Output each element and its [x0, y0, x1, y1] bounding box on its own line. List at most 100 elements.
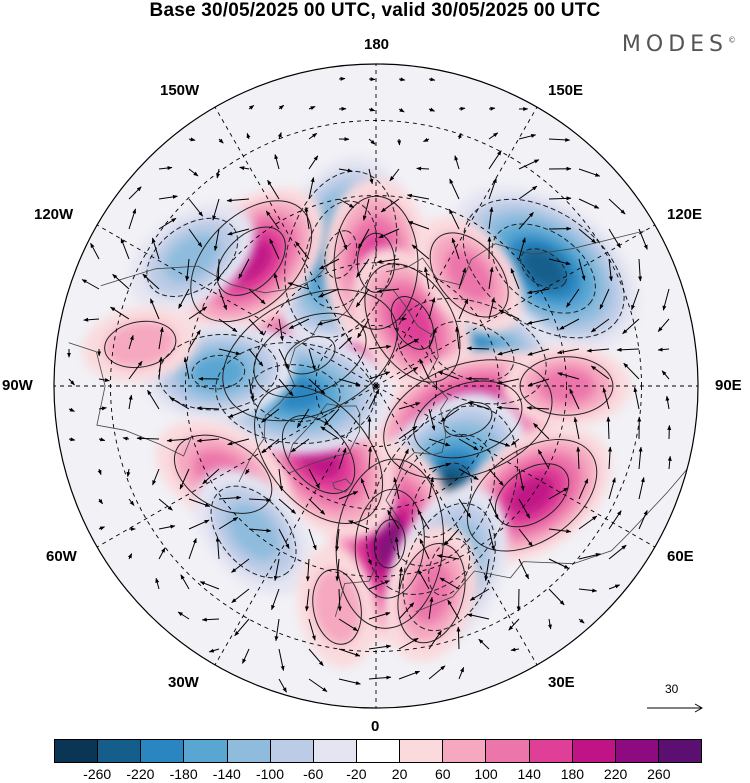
- wind-arrow: [398, 425, 418, 440]
- colorbar-swatch: [313, 740, 357, 762]
- contour-line: [383, 359, 553, 480]
- wind-arrow: [496, 405, 520, 410]
- wind-arrow: [98, 378, 110, 382]
- wind-arrow: [455, 326, 460, 350]
- wind-arrow: [458, 666, 465, 680]
- wind-arrow: [498, 309, 520, 320]
- wind-arrow: [308, 498, 326, 515]
- wind-arrow: [508, 618, 520, 631]
- wind-arrow: [199, 581, 220, 590]
- wind-arrow: [428, 408, 436, 431]
- wind-arrow: [608, 228, 621, 249]
- wind-arrow: [488, 177, 497, 200]
- wind-arrow: [622, 318, 640, 335]
- wind-arrow: [278, 528, 290, 549]
- lon-label-0: 0: [371, 718, 380, 735]
- wind-arrow: [169, 397, 190, 410]
- wind-arrow: [398, 338, 420, 350]
- contour-group: [146, 217, 239, 297]
- wind-arrow: [244, 468, 250, 475]
- wind-arrow: [290, 438, 310, 453]
- wind-arrow: [201, 617, 220, 622]
- wind-arrow: [518, 185, 538, 200]
- wind-arrow: [616, 347, 640, 352]
- wind-arrow: [308, 378, 326, 395]
- wind-arrow: [308, 155, 319, 170]
- meridian-line: [96, 385, 377, 548]
- anomaly-center: [385, 524, 478, 662]
- wind-arrow: [578, 258, 586, 281]
- colorbar-tick: -220: [126, 766, 155, 782]
- contour-group: [104, 320, 177, 369]
- wind-arrow: [537, 449, 550, 470]
- coastline: [334, 287, 449, 617]
- colorbar-swatch: [400, 740, 444, 762]
- wind-arrow: [510, 647, 520, 652]
- wind-arrow: [128, 360, 143, 380]
- graticule-grid: [54, 64, 698, 708]
- wind-arrow: [548, 528, 572, 534]
- wind-arrow: [278, 498, 296, 514]
- wind-arrow: [368, 138, 376, 145]
- wind-arrow: [246, 132, 251, 140]
- wind-arrow: [265, 210, 280, 230]
- wind-arrow: [158, 356, 163, 380]
- wind-arrow: [278, 348, 290, 370]
- lon-label-150w: 150W: [160, 82, 200, 99]
- colorbar-swatch: [227, 740, 271, 762]
- wind-arrow: [548, 487, 569, 500]
- wind-arrow: [559, 318, 580, 330]
- wind-arrow: [128, 498, 135, 506]
- wind-arrow: [248, 528, 272, 533]
- wind-arrow: [308, 618, 316, 641]
- wind-arrow: [457, 132, 462, 140]
- wind-arrow: [150, 298, 160, 320]
- wind-arrow: [68, 437, 76, 442]
- contour-line: [365, 405, 519, 595]
- wind-arrow: [248, 497, 272, 502]
- wind-arrow: [488, 106, 496, 111]
- wind-arrow: [488, 498, 499, 520]
- wind-vectors-layer: [67, 76, 672, 693]
- wind-arrow: [188, 306, 208, 320]
- wind-arrow: [234, 618, 250, 637]
- wind-arrow: [428, 327, 437, 350]
- wind-arrow: [497, 378, 520, 385]
- wind-arrow: [271, 588, 280, 611]
- contour-group: [364, 263, 461, 383]
- wind-arrow: [556, 348, 580, 355]
- wind-arrow: [443, 528, 460, 546]
- wind-arrow: [166, 438, 190, 443]
- coastline: [332, 478, 352, 493]
- contour-group: [402, 502, 496, 632]
- wind-arrow: [417, 509, 430, 530]
- colorbar-tick: 180: [560, 766, 585, 782]
- wind-arrow: [155, 577, 160, 590]
- wind-arrow: [484, 558, 490, 582]
- wind-arrow: [227, 438, 250, 446]
- wind-arrow: [218, 495, 242, 500]
- wind-arrow: [278, 378, 294, 397]
- wind-arrow: [548, 258, 571, 266]
- meridian-line: [375, 385, 538, 666]
- wind-arrow: [287, 282, 310, 290]
- wind-arrow: [278, 104, 285, 110]
- wind-arrow: [122, 436, 130, 441]
- wind-arrow: [360, 477, 370, 500]
- wind-arrow: [497, 348, 520, 356]
- wind-arrow: [338, 336, 352, 350]
- wind-arrow: [308, 177, 315, 200]
- wind-arrow: [188, 198, 204, 217]
- wind-arrow: [657, 318, 670, 332]
- wind-arrow: [367, 416, 372, 440]
- wind-arrow: [188, 537, 197, 560]
- contour-group: [383, 359, 553, 480]
- wind-arrow: [488, 132, 499, 140]
- wind-arrow: [308, 348, 316, 371]
- wind-arrow: [631, 288, 640, 311]
- wind-arrow: [188, 137, 196, 142]
- wind-arrow: [368, 168, 374, 185]
- wind-arrow: [428, 462, 451, 470]
- meridian-line: [375, 224, 656, 387]
- wind-arrow: [451, 237, 460, 260]
